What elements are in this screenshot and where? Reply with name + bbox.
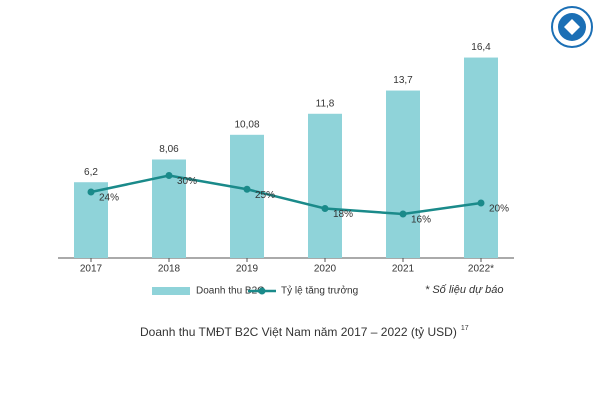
bar <box>464 57 498 258</box>
bar-label: 6,2 <box>84 167 98 178</box>
x-tick-label: 2018 <box>158 264 181 275</box>
bar <box>386 90 420 258</box>
bar-label: 13,7 <box>393 75 413 86</box>
x-tick-label: 2017 <box>80 264 103 275</box>
point-label: 20% <box>489 204 509 215</box>
bar-label: 10,08 <box>234 119 259 130</box>
legend-label: Doanh thu B2C <box>196 286 264 297</box>
point-label: 18% <box>333 209 353 220</box>
line <box>90 174 482 216</box>
point-label: 30% <box>177 176 197 187</box>
legend-label: Tỷ lệ tăng trưởng <box>281 285 358 297</box>
caption-ref: 17 <box>461 325 469 332</box>
legend-swatch <box>152 287 190 295</box>
point-label: 24% <box>99 193 119 204</box>
point <box>399 210 407 218</box>
bar-label: 11,8 <box>316 98 335 109</box>
bar-label: 8,06 <box>159 144 179 155</box>
x-tick-label: 2020 <box>314 264 337 275</box>
caption: Doanh thu TMĐT B2C Việt Nam năm 2017 – 2… <box>140 325 469 339</box>
bar <box>308 113 342 259</box>
caption-text: Doanh thu TMĐT B2C Việt Nam năm 2017 – 2… <box>140 325 457 339</box>
bar-label: 16,4 <box>471 42 491 53</box>
x-tick-label: 2022* <box>468 264 494 275</box>
point-label: 16% <box>411 215 431 226</box>
point <box>87 188 95 196</box>
point <box>243 185 251 193</box>
bar <box>230 134 264 258</box>
point-label: 25% <box>255 190 275 201</box>
point <box>165 172 173 179</box>
legend-dot <box>258 287 266 295</box>
note: * Số liệu dự báo <box>425 284 504 296</box>
point <box>477 199 485 207</box>
logo <box>551 6 593 48</box>
x-tick-label: 2019 <box>236 264 259 275</box>
x-tick-label: 2021 <box>392 264 415 275</box>
point <box>321 205 329 212</box>
